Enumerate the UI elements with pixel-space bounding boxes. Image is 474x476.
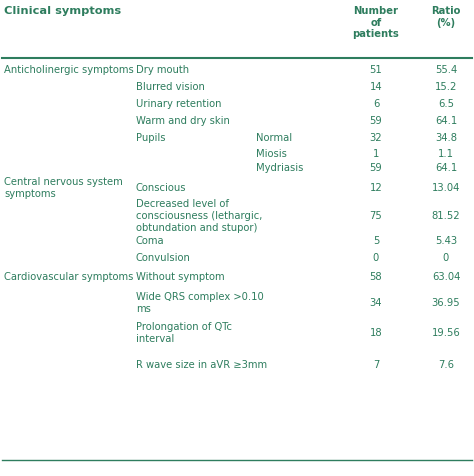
Text: 14: 14	[370, 82, 383, 92]
Text: 81.52: 81.52	[432, 211, 460, 221]
Text: 32: 32	[370, 133, 383, 143]
Text: Prolongation of QTc
interval: Prolongation of QTc interval	[136, 322, 232, 344]
Text: Without symptom: Without symptom	[136, 272, 225, 282]
Text: 5.43: 5.43	[435, 236, 457, 246]
Text: Pupils: Pupils	[136, 133, 165, 143]
Text: 34: 34	[370, 298, 382, 308]
Text: 55.4: 55.4	[435, 65, 457, 75]
Text: 58: 58	[370, 272, 383, 282]
Text: 59: 59	[370, 116, 383, 126]
Text: 0: 0	[373, 253, 379, 263]
Text: Ratio
(%): Ratio (%)	[431, 6, 461, 28]
Text: 59: 59	[370, 163, 383, 173]
Text: 5: 5	[373, 236, 379, 246]
Text: 63.04: 63.04	[432, 272, 460, 282]
Text: 6: 6	[373, 99, 379, 109]
Text: 64.1: 64.1	[435, 116, 457, 126]
Text: 1: 1	[373, 149, 379, 159]
Text: Central nervous system
symptoms: Central nervous system symptoms	[4, 177, 123, 199]
Text: 13.04: 13.04	[432, 183, 460, 193]
Text: Mydriasis: Mydriasis	[256, 163, 303, 173]
Text: Blurred vision: Blurred vision	[136, 82, 205, 92]
Text: Urinary retention: Urinary retention	[136, 99, 221, 109]
Text: 18: 18	[370, 328, 383, 338]
Text: 51: 51	[370, 65, 383, 75]
Text: 1.1: 1.1	[438, 149, 454, 159]
Text: 64.1: 64.1	[435, 163, 457, 173]
Text: Conscious: Conscious	[136, 183, 186, 193]
Text: Clinical symptoms: Clinical symptoms	[4, 6, 121, 16]
Text: Decreased level of
consciousness (lethargic,
obtundation and stupor): Decreased level of consciousness (lethar…	[136, 199, 263, 233]
Text: Wide QRS complex >0.10
ms: Wide QRS complex >0.10 ms	[136, 292, 264, 314]
Text: 7.6: 7.6	[438, 360, 454, 370]
Text: 12: 12	[370, 183, 383, 193]
Text: 36.95: 36.95	[432, 298, 460, 308]
Text: Dry mouth: Dry mouth	[136, 65, 189, 75]
Text: R wave size in aVR ≥3mm: R wave size in aVR ≥3mm	[136, 360, 267, 370]
Text: Miosis: Miosis	[256, 149, 287, 159]
Text: 7: 7	[373, 360, 379, 370]
Text: 15.2: 15.2	[435, 82, 457, 92]
Text: 0: 0	[443, 253, 449, 263]
Text: Normal: Normal	[256, 133, 292, 143]
Text: 34.8: 34.8	[435, 133, 457, 143]
Text: Warm and dry skin: Warm and dry skin	[136, 116, 230, 126]
Text: 6.5: 6.5	[438, 99, 454, 109]
Text: Convulsion: Convulsion	[136, 253, 191, 263]
Text: Coma: Coma	[136, 236, 164, 246]
Text: Cardiovascular symptoms: Cardiovascular symptoms	[4, 272, 133, 282]
Text: 19.56: 19.56	[432, 328, 460, 338]
Text: Anticholinergic symptoms: Anticholinergic symptoms	[4, 65, 134, 75]
Text: Number
of
patients: Number of patients	[353, 6, 400, 39]
Text: 75: 75	[370, 211, 383, 221]
